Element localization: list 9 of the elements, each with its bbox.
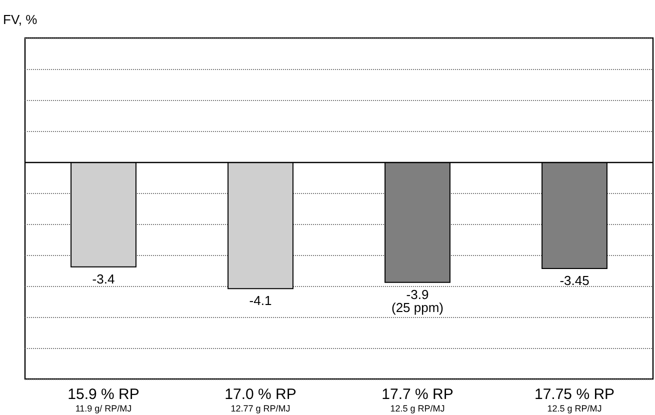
data-label: -4.1 [249, 293, 272, 308]
x-tick-label: 17.75 % RP 12.5 g RP/MJ [534, 386, 615, 414]
x-tick-label: 17.7 % RP 12.5 g RP/MJ [382, 386, 454, 414]
data-label: -3.9 (25 ppm) [391, 286, 444, 315]
data-label: -3.45 [560, 272, 590, 288]
data-label: -3.4 [92, 271, 115, 286]
y-axis-title: FV, % [3, 12, 38, 27]
x-tick-label: 17.0 % RP 12.77 g RP/MJ [224, 386, 296, 414]
x-tick-label: 15.9 % RP 11.9 g/ RP/MJ [68, 386, 140, 414]
